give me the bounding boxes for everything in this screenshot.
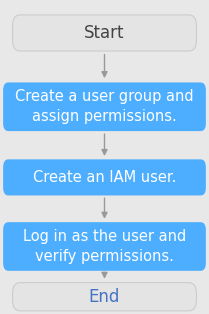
- Text: Create an IAM user.: Create an IAM user.: [33, 170, 176, 185]
- FancyBboxPatch shape: [3, 82, 206, 131]
- FancyBboxPatch shape: [3, 159, 206, 195]
- FancyBboxPatch shape: [13, 15, 196, 51]
- Text: Create a user group and
assign permissions.: Create a user group and assign permissio…: [15, 89, 194, 124]
- FancyBboxPatch shape: [13, 283, 196, 311]
- Text: Start: Start: [84, 24, 125, 42]
- Text: End: End: [89, 288, 120, 306]
- FancyBboxPatch shape: [3, 222, 206, 271]
- Text: Log in as the user and
verify permissions.: Log in as the user and verify permission…: [23, 229, 186, 264]
